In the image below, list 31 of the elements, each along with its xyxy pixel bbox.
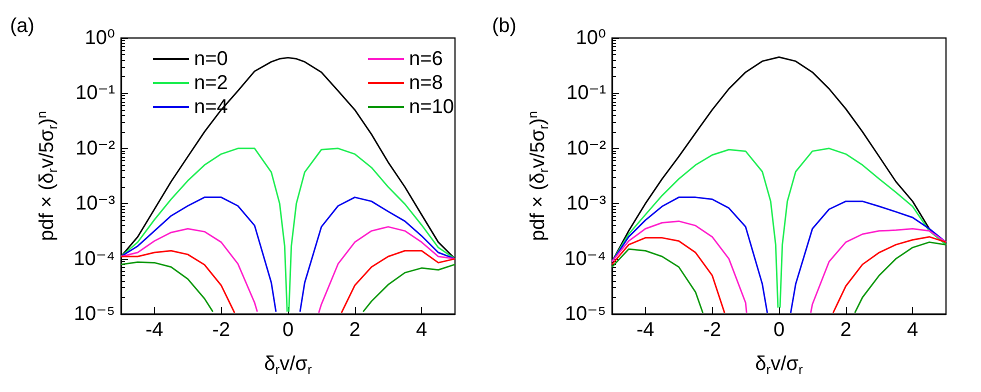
x-tick-label: 0: [282, 319, 294, 341]
text: (b): [492, 15, 516, 37]
y-axis-title: pdf × (δrv/5σr)n: [525, 111, 551, 241]
x-tick-label: -2: [212, 319, 230, 341]
y-tick-label: 10⁻¹: [76, 82, 116, 104]
y-tick-label: 10⁻¹: [566, 82, 606, 104]
legend-label: n=8: [409, 72, 443, 94]
legend-label: n=2: [194, 72, 228, 94]
y-tick-label: 10⁻⁵: [74, 303, 115, 325]
y-tick-label: 10⁻³: [566, 192, 606, 215]
x-tick-label: 2: [840, 319, 852, 341]
x-tick-label: -2: [703, 319, 722, 341]
y-tick-label: 10⁻⁵: [564, 303, 606, 325]
y-tick-label: 10⁻³: [76, 192, 116, 215]
y-tick-label: 10⁰: [576, 27, 606, 49]
x-tick-label: -4: [636, 319, 654, 341]
y-tick-label: 10⁻⁴: [74, 248, 115, 270]
x-tick-label: 4: [416, 319, 428, 341]
legend-label: n=10: [409, 96, 454, 118]
y-tick-label: 10⁻²: [566, 137, 606, 160]
x-tick-label: 2: [349, 319, 360, 341]
text: (a): [10, 15, 34, 37]
y-axis-title: pdf × (δrv/5σr)n: [34, 111, 60, 241]
y-tick-label: 10⁻²: [76, 137, 116, 160]
legend-label: n=6: [409, 48, 443, 70]
x-tick-label: 4: [907, 319, 918, 341]
y-tick-label: 10⁰: [84, 27, 115, 49]
legend-label: n=0: [194, 48, 228, 70]
y-tick-label: 10⁻⁴: [564, 248, 606, 270]
x-tick-label: -4: [146, 319, 164, 341]
x-tick-label: 0: [773, 319, 785, 341]
